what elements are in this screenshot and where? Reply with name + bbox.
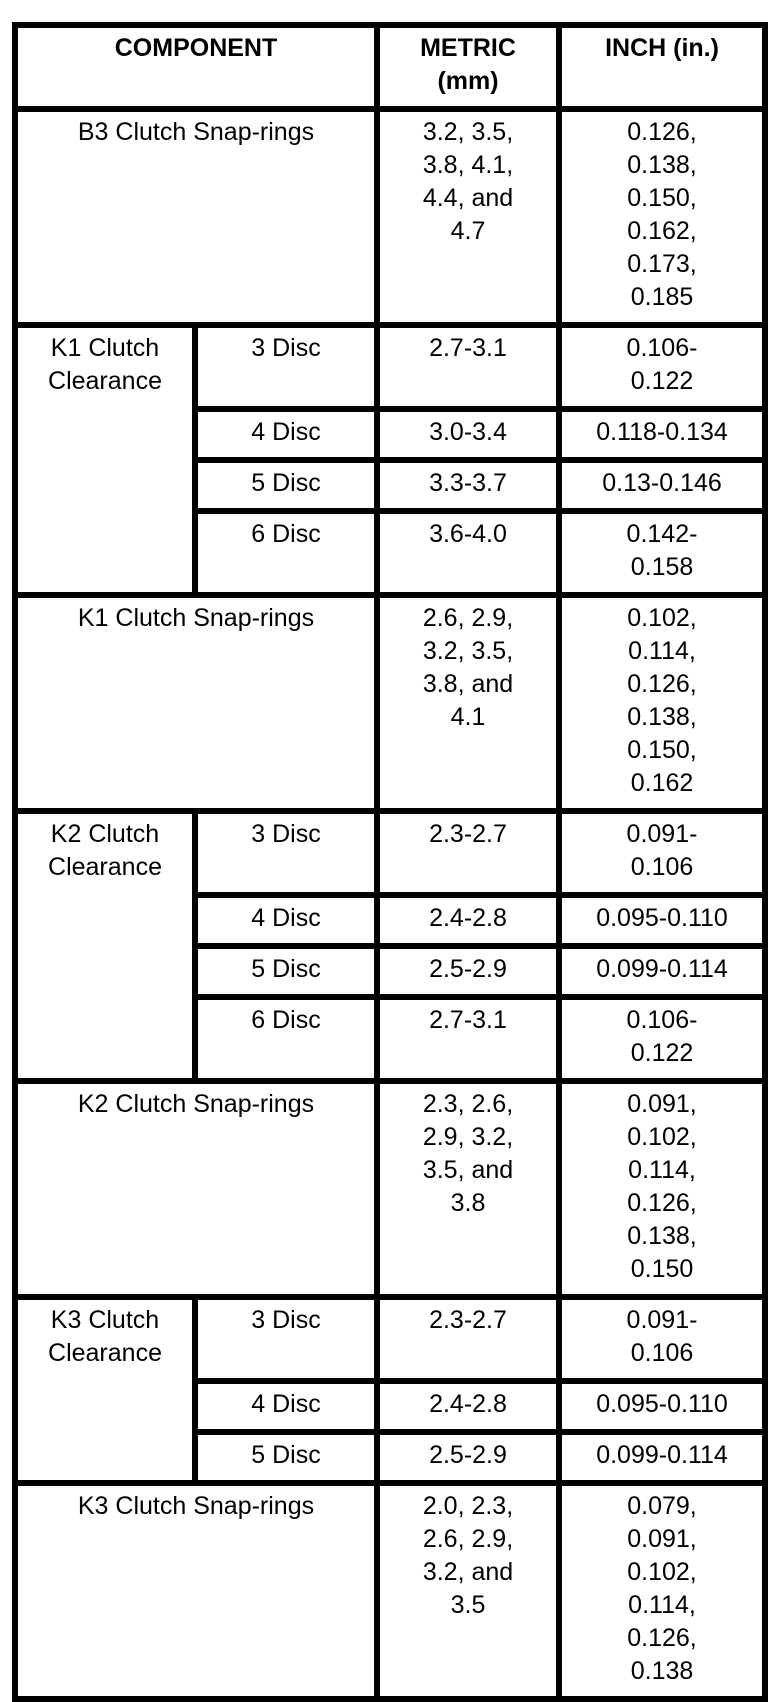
metric-cell: 2.0, 2.3, 2.6, 2.9, 3.2, and 3.5 xyxy=(374,1480,562,1702)
inch-cell: 0.13-0.146 xyxy=(556,457,768,514)
disc-cell: 6 Disc xyxy=(192,994,380,1084)
component-cell: K1 Clutch Clearance xyxy=(12,322,198,598)
component-cell: K3 Clutch Clearance xyxy=(12,1294,198,1486)
metric-cell: 2.5-2.9 xyxy=(374,943,562,1000)
disc-cell: 3 Disc xyxy=(192,1294,380,1384)
metric-cell: 2.6, 2.9, 3.2, 3.5, 3.8, and 4.1 xyxy=(374,592,562,814)
row-k1-clearance-4disc: 4 Disc 3.0-3.4 0.118-0.134 xyxy=(15,406,768,463)
col-header-inch: INCH (in.) xyxy=(556,22,768,112)
component-cell: K2 Clutch Clearance xyxy=(12,808,198,1084)
disc-cell: 4 Disc xyxy=(192,892,380,949)
metric-cell: 2.3-2.7 xyxy=(374,1294,562,1384)
row-k1-clearance-5disc: 5 Disc 3.3-3.7 0.13-0.146 xyxy=(15,457,768,514)
col-header-component: COMPONENT xyxy=(12,22,380,112)
metric-cell: 2.4-2.8 xyxy=(374,1378,562,1435)
row-k3-clearance-3disc: K3 Clutch Clearance 3 Disc 2.3-2.7 0.091… xyxy=(12,1294,768,1486)
row-k2-clearance-6disc: 6 Disc 2.7-3.1 0.106- 0.122 xyxy=(15,994,768,1084)
inch-cell: 0.095-0.110 xyxy=(556,1378,768,1435)
row-k1-clearance-6disc: 6 Disc 3.6-4.0 0.142- 0.158 xyxy=(15,508,768,598)
row-k2-clearance-4disc: 4 Disc 2.4-2.8 0.095-0.110 xyxy=(15,892,768,949)
metric-cell: 2.3-2.7 xyxy=(374,808,562,898)
metric-cell: 3.6-4.0 xyxy=(374,508,562,598)
inch-cell: 0.091- 0.106 xyxy=(556,808,768,898)
metric-cell: 2.7-3.1 xyxy=(374,322,562,412)
disc-cell: 5 Disc xyxy=(192,1429,380,1486)
component-cell: K2 Clutch Snap-rings xyxy=(12,1078,380,1300)
clutch-spec-table: COMPONENT METRIC (mm) INCH (in.) B3 Clut… xyxy=(12,22,768,1702)
component-cell: K3 Clutch Snap-rings xyxy=(12,1480,380,1702)
inch-cell: 0.118-0.134 xyxy=(556,406,768,463)
inch-cell: 0.099-0.114 xyxy=(556,1429,768,1486)
disc-cell: 4 Disc xyxy=(192,1378,380,1435)
disc-cell: 3 Disc xyxy=(192,322,380,412)
col-header-metric: METRIC (mm) xyxy=(374,22,562,112)
row-k2-clearance-3disc: K2 Clutch Clearance 3 Disc 2.3-2.7 0.091… xyxy=(12,808,768,1084)
disc-cell: 5 Disc xyxy=(192,943,380,1000)
row-k3-snap-rings: K3 Clutch Snap-rings 2.0, 2.3, 2.6, 2.9,… xyxy=(12,1480,768,1702)
inch-cell: 0.102, 0.114, 0.126, 0.138, 0.150, 0.162 xyxy=(556,592,768,814)
inch-cell: 0.126, 0.138, 0.150, 0.162, 0.173, 0.185 xyxy=(556,106,768,328)
metric-cell: 3.3-3.7 xyxy=(374,457,562,514)
component-cell: K1 Clutch Snap-rings xyxy=(12,592,380,814)
metric-cell: 2.7-3.1 xyxy=(374,994,562,1084)
inch-cell: 0.091- 0.106 xyxy=(556,1294,768,1384)
row-k1-clearance-3disc: K1 Clutch Clearance 3 Disc 2.7-3.1 0.106… xyxy=(12,322,768,598)
header-row: COMPONENT METRIC (mm) INCH (in.) xyxy=(12,22,768,112)
row-k2-clearance-5disc: 5 Disc 2.5-2.9 0.099-0.114 xyxy=(15,943,768,1000)
inch-cell: 0.099-0.114 xyxy=(556,943,768,1000)
disc-cell: 5 Disc xyxy=(192,457,380,514)
inch-cell: 0.142- 0.158 xyxy=(556,508,768,598)
disc-cell: 3 Disc xyxy=(192,808,380,898)
metric-cell: 2.5-2.9 xyxy=(374,1429,562,1486)
metric-cell: 3.2, 3.5, 3.8, 4.1, 4.4, and 4.7 xyxy=(374,106,562,328)
inch-cell: 0.106- 0.122 xyxy=(556,322,768,412)
disc-cell: 6 Disc xyxy=(192,508,380,598)
row-b3-snap-rings: B3 Clutch Snap-rings 3.2, 3.5, 3.8, 4.1,… xyxy=(12,106,768,328)
inch-cell: 0.079, 0.091, 0.102, 0.114, 0.126, 0.138 xyxy=(556,1480,768,1702)
metric-cell: 2.4-2.8 xyxy=(374,892,562,949)
row-k3-clearance-5disc: 5 Disc 2.5-2.9 0.099-0.114 xyxy=(15,1429,768,1486)
component-cell: B3 Clutch Snap-rings xyxy=(12,106,380,328)
inch-cell: 0.106- 0.122 xyxy=(556,994,768,1084)
inch-cell: 0.095-0.110 xyxy=(556,892,768,949)
disc-cell: 4 Disc xyxy=(192,406,380,463)
row-k3-clearance-4disc: 4 Disc 2.4-2.8 0.095-0.110 xyxy=(15,1378,768,1435)
inch-cell: 0.091, 0.102, 0.114, 0.126, 0.138, 0.150 xyxy=(556,1078,768,1300)
row-k2-snap-rings: K2 Clutch Snap-rings 2.3, 2.6, 2.9, 3.2,… xyxy=(12,1078,768,1300)
metric-cell: 3.0-3.4 xyxy=(374,406,562,463)
metric-cell: 2.3, 2.6, 2.9, 3.2, 3.5, and 3.8 xyxy=(374,1078,562,1300)
row-k1-snap-rings: K1 Clutch Snap-rings 2.6, 2.9, 3.2, 3.5,… xyxy=(12,592,768,814)
